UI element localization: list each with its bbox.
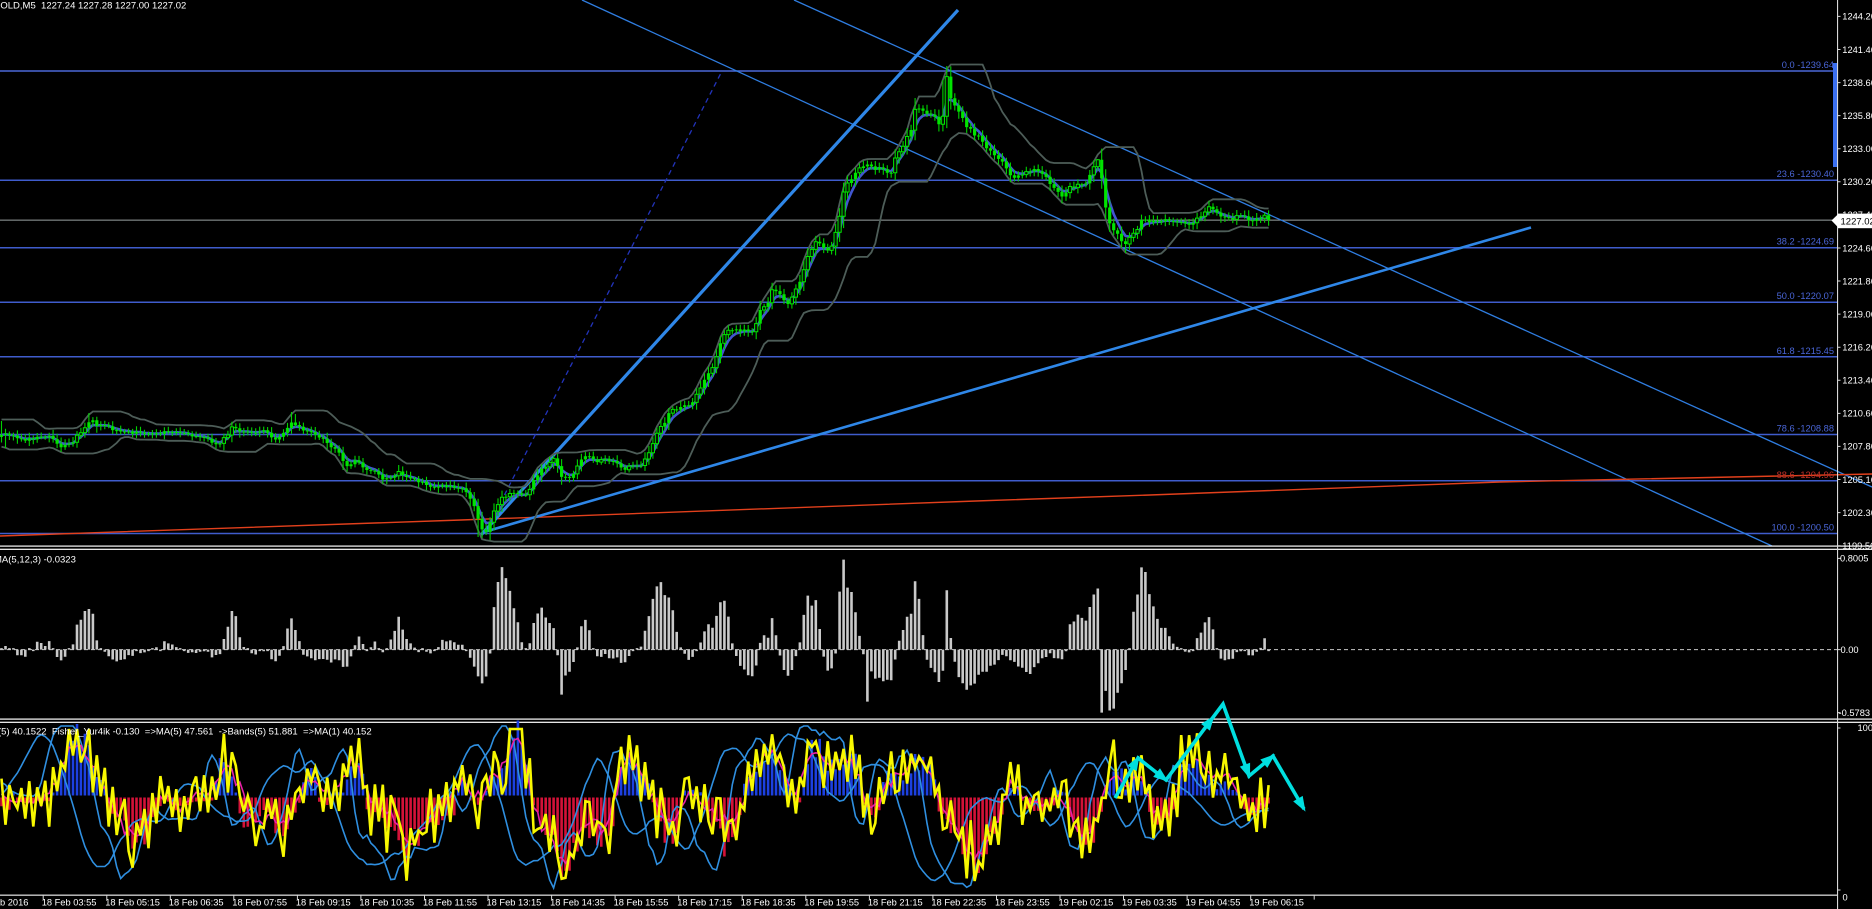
svg-text:18 Feb 03:55: 18 Feb 03:55 [42,898,97,908]
svg-text:1238.66: 1238.66 [1842,78,1872,88]
svg-text:38.2 -1224.69: 38.2 -1224.69 [1777,237,1834,247]
svg-text:18 Feb 21:15: 18 Feb 21:15 [868,898,923,908]
svg-text:78.6 -1208.88: 78.6 -1208.88 [1777,424,1834,434]
svg-text:1224.66: 1224.66 [1842,243,1872,253]
svg-text:1202.36: 1202.36 [1842,508,1872,518]
svg-text:1233.06: 1233.06 [1842,144,1872,154]
svg-text:1235.86: 1235.86 [1842,111,1872,121]
svg-text:1219.06: 1219.06 [1842,309,1872,319]
svg-text:1210.66: 1210.66 [1842,409,1872,419]
svg-text:88.6 -1204.96: 88.6 -1204.96 [1777,470,1834,480]
svg-text:50.0 -1220.07: 50.0 -1220.07 [1777,291,1834,301]
svg-text:1205.16: 1205.16 [1842,475,1872,485]
svg-text:23.6 -1230.40: 23.6 -1230.40 [1777,169,1834,179]
svg-text:100: 100 [1858,723,1872,733]
svg-text:18 Feb 2016: 18 Feb 2016 [0,898,28,908]
svg-text:1227.02: 1227.02 [1841,217,1872,228]
svg-text:19 Feb 02:15: 19 Feb 02:15 [1059,898,1114,908]
svg-text:19 Feb 03:35: 19 Feb 03:35 [1122,898,1177,908]
svg-text:GOLD,M5 1227.24 1227.28 1227.: GOLD,M5 1227.24 1227.28 1227.00 1227.02 [0,1,186,12]
svg-text:18 Feb 22:35: 18 Feb 22:35 [931,898,986,908]
svg-text:0.0 -1239.64: 0.0 -1239.64 [1782,60,1834,70]
svg-text:18 Feb 23:55: 18 Feb 23:55 [995,898,1050,908]
svg-text:18 Feb 18:35: 18 Feb 18:35 [741,898,796,908]
svg-text:0: 0 [1843,893,1848,903]
svg-text:18 Feb 15:55: 18 Feb 15:55 [614,898,669,908]
svg-text:1221.86: 1221.86 [1842,276,1872,286]
svg-text:18 Feb 14:35: 18 Feb 14:35 [550,898,605,908]
svg-text:18 Feb 10:35: 18 Feb 10:35 [359,898,414,908]
svg-text:1244.26: 1244.26 [1842,12,1872,22]
svg-text:18 Feb 19:55: 18 Feb 19:55 [804,898,859,908]
svg-text:1207.86: 1207.86 [1842,442,1872,452]
svg-text:0.00: 0.00 [1841,645,1859,655]
svg-text:61.8 -1215.45: 61.8 -1215.45 [1777,346,1834,356]
svg-text:1199.56: 1199.56 [1842,541,1872,551]
svg-text:19 Feb 06:15: 19 Feb 06:15 [1249,898,1304,908]
svg-text:18 Feb 05:15: 18 Feb 05:15 [105,898,160,908]
svg-text:1241.46: 1241.46 [1842,45,1872,55]
svg-text:18 Feb 09:15: 18 Feb 09:15 [296,898,351,908]
svg-text:18 Feb 11:55: 18 Feb 11:55 [423,898,477,908]
svg-text:(5) 40.1522 Fisher_Yur4ik -0.: (5) 40.1522 Fisher_Yur4ik -0.130 =>MA(5)… [0,727,372,738]
svg-text:19 Feb 04:55: 19 Feb 04:55 [1186,898,1241,908]
svg-text:18 Feb 13:15: 18 Feb 13:15 [487,898,542,908]
svg-text:18 Feb 06:35: 18 Feb 06:35 [169,898,224,908]
svg-text:0.8005: 0.8005 [1840,554,1868,564]
svg-text:18 Feb 17:15: 18 Feb 17:15 [677,898,732,908]
svg-text:18 Feb 07:55: 18 Feb 07:55 [232,898,287,908]
svg-text:1230.26: 1230.26 [1842,177,1872,187]
svg-text:1213.46: 1213.46 [1842,376,1872,386]
svg-text:MA(5,12,3) -0.0323: MA(5,12,3) -0.0323 [0,555,76,566]
svg-text:-0.5783: -0.5783 [1839,708,1871,718]
svg-text:100.0 -1200.50: 100.0 -1200.50 [1771,523,1834,533]
svg-text:1216.26: 1216.26 [1842,343,1872,353]
